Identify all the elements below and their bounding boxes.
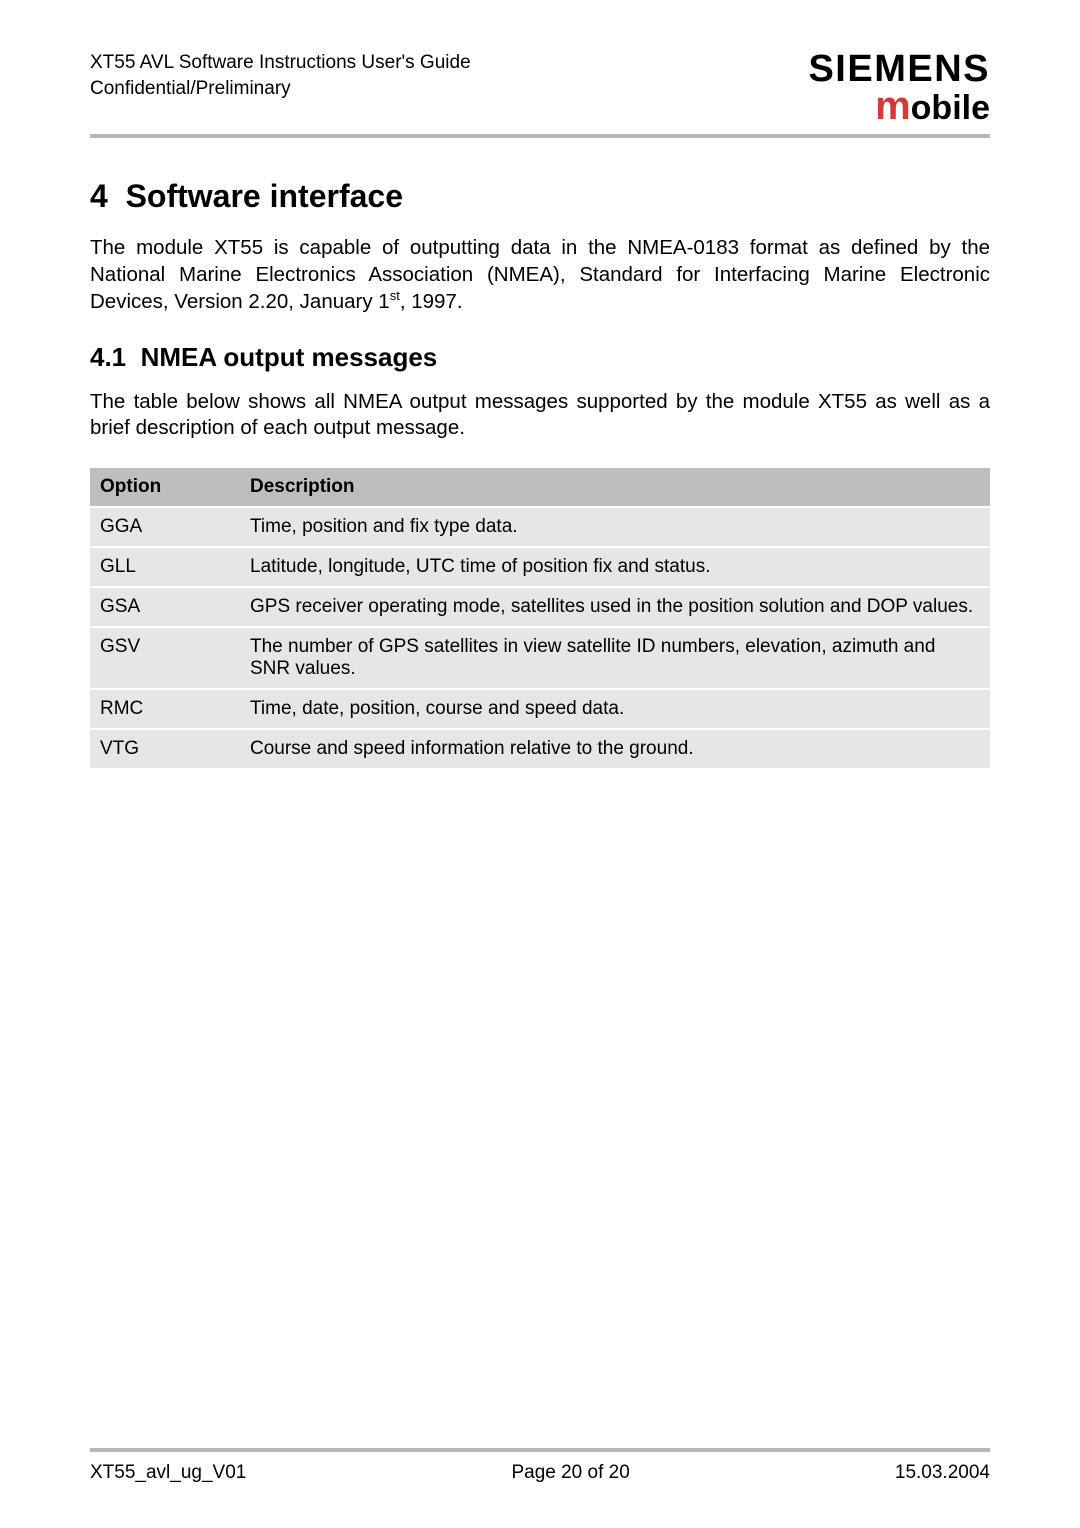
table-row: VTG Course and speed information relativ…: [90, 729, 990, 769]
siemens-mobile-logo: SIEMENS mobile: [808, 50, 990, 126]
table-row: GSA GPS receiver operating mode, satelli…: [90, 587, 990, 627]
table-cell-description: Latitude, longitude, UTC time of positio…: [240, 547, 990, 587]
footer-left: XT55_avl_ug_V01: [90, 1462, 246, 1484]
section-title: Software interface: [126, 178, 403, 214]
table-cell-option: GLL: [90, 547, 240, 587]
footer-center: Page 20 of 20: [511, 1462, 629, 1484]
table-cell-description: Time, date, position, course and speed d…: [240, 689, 990, 729]
table-header-description: Description: [240, 468, 990, 507]
table-cell-option: GSV: [90, 627, 240, 689]
footer-divider: [90, 1448, 990, 1452]
table-row: GGA Time, position and fix type data.: [90, 507, 990, 547]
section-paragraph: The module XT55 is capable of outputting…: [90, 235, 990, 316]
logo-mobile-m: m: [875, 84, 911, 128]
footer-row: XT55_avl_ug_V01 Page 20 of 20 15.03.2004: [90, 1462, 990, 1484]
table-cell-option: GGA: [90, 507, 240, 547]
page-header: XT55 AVL Software Instructions User's Gu…: [90, 50, 990, 126]
logo-mobile-text: mobile: [808, 86, 990, 126]
table-row: GLL Latitude, longitude, UTC time of pos…: [90, 547, 990, 587]
subsection-paragraph: The table below shows all NMEA output me…: [90, 389, 990, 442]
table-row: RMC Time, date, position, course and spe…: [90, 689, 990, 729]
footer-right: 15.03.2004: [895, 1462, 990, 1484]
table-cell-description: GPS receiver operating mode, satellites …: [240, 587, 990, 627]
table-header-option: Option: [90, 468, 240, 507]
logo-siemens-text: SIEMENS: [808, 50, 990, 88]
section-para-main: The module XT55 is capable of outputting…: [90, 236, 990, 313]
header-divider: [90, 134, 990, 138]
page-footer: XT55_avl_ug_V01 Page 20 of 20 15.03.2004: [90, 1448, 990, 1484]
table-row: GSV The number of GPS satellites in view…: [90, 627, 990, 689]
header-line1: XT55 AVL Software Instructions User's Gu…: [90, 50, 471, 76]
subsection-title: NMEA output messages: [141, 342, 438, 372]
header-line2: Confidential/Preliminary: [90, 76, 471, 102]
section-para-super: st: [390, 288, 400, 303]
section-heading: 4 Software interface: [90, 178, 990, 215]
section-number: 4: [90, 178, 108, 214]
table-cell-description: Time, position and fix type data.: [240, 507, 990, 547]
table-cell-option: RMC: [90, 689, 240, 729]
nmea-messages-table: Option Description GGA Time, position an…: [90, 468, 990, 770]
header-title-block: XT55 AVL Software Instructions User's Gu…: [90, 50, 471, 101]
table-cell-description: Course and speed information relative to…: [240, 729, 990, 769]
table-header-row: Option Description: [90, 468, 990, 507]
subsection-heading: 4.1 NMEA output messages: [90, 342, 990, 373]
table-cell-option: GSA: [90, 587, 240, 627]
subsection-number: 4.1: [90, 342, 126, 372]
table-cell-option: VTG: [90, 729, 240, 769]
table-cell-description: The number of GPS satellites in view sat…: [240, 627, 990, 689]
logo-mobile-rest: obile: [911, 89, 990, 127]
section-para-tail: , 1997.: [400, 290, 463, 313]
